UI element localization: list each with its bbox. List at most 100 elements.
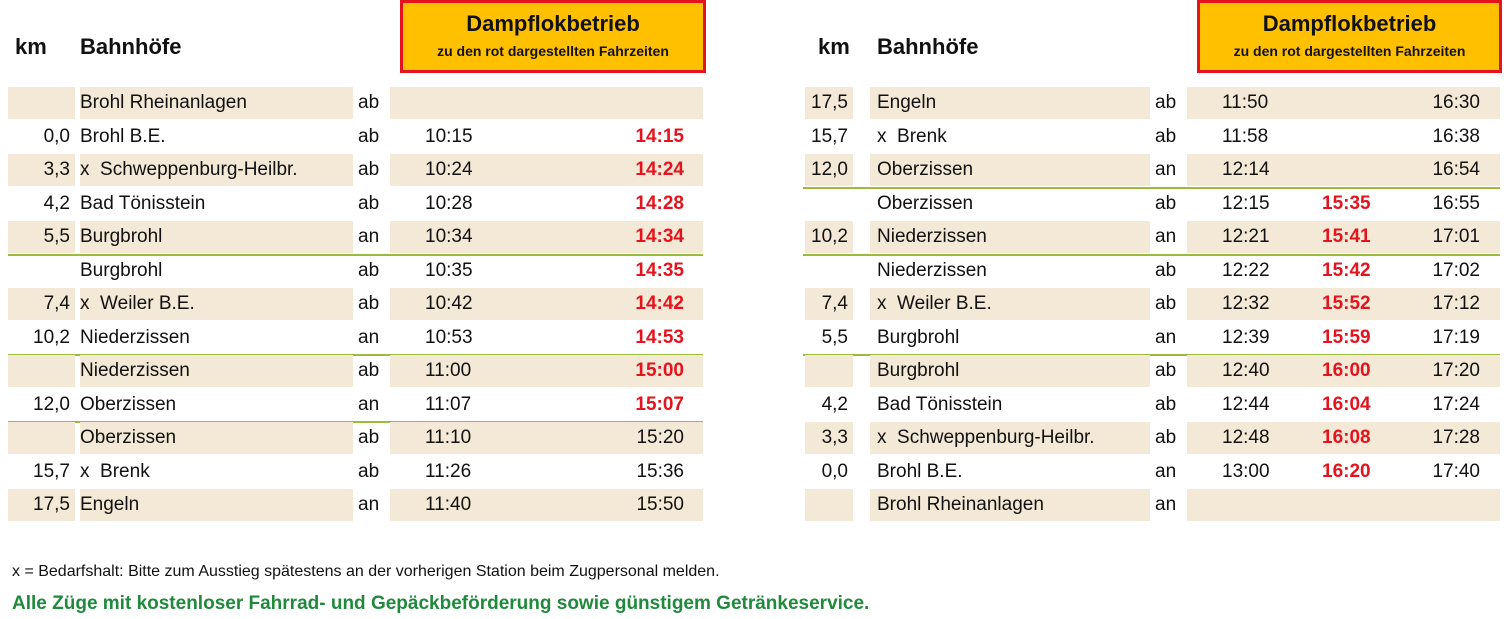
station: x Schweppenburg-Heilbr. bbox=[870, 422, 1150, 454]
station: Brohl Rheinanlagen bbox=[870, 489, 1150, 521]
time: 17:19 bbox=[1432, 326, 1480, 348]
station: Bad Tönisstein bbox=[80, 192, 206, 214]
station: Oberzissen bbox=[877, 192, 974, 214]
time: 14:35 bbox=[635, 259, 684, 281]
time-band bbox=[1187, 154, 1500, 186]
station: Burgbrohl bbox=[870, 355, 1150, 387]
km: 12,0 bbox=[33, 393, 70, 415]
direction: ab bbox=[358, 460, 380, 482]
direction: ab bbox=[1155, 259, 1177, 281]
time: 16:30 bbox=[1432, 92, 1480, 113]
time: 10:28 bbox=[425, 192, 473, 214]
separator bbox=[8, 253, 703, 256]
direction: ab bbox=[1155, 92, 1177, 113]
separator bbox=[803, 186, 1500, 189]
km: 3,3 bbox=[805, 422, 853, 454]
time-band bbox=[390, 221, 703, 253]
time-band bbox=[1187, 422, 1500, 454]
km: 15,7 bbox=[33, 460, 70, 482]
station: Niederzissen bbox=[877, 259, 987, 281]
time: 14:24 bbox=[635, 159, 684, 180]
time: 12:32 bbox=[1222, 293, 1270, 314]
time: 10:34 bbox=[425, 226, 473, 247]
time: 15:50 bbox=[636, 494, 684, 515]
km bbox=[8, 87, 75, 119]
km bbox=[8, 255, 75, 287]
station: Engeln bbox=[870, 87, 1150, 119]
time-band bbox=[390, 355, 703, 387]
time: 16:00 bbox=[1322, 360, 1371, 381]
direction: an bbox=[1155, 460, 1177, 482]
km: 5,5 bbox=[821, 326, 848, 348]
time: 17:40 bbox=[1432, 460, 1480, 482]
time: 12:15 bbox=[1222, 192, 1270, 214]
box-title: Dampflokbetrieb bbox=[466, 11, 640, 36]
time: 10:53 bbox=[425, 326, 473, 348]
station: Burgbrohl bbox=[877, 326, 960, 348]
time: 10:24 bbox=[425, 159, 473, 180]
time: 15:36 bbox=[636, 460, 684, 482]
direction: ab bbox=[1155, 125, 1177, 147]
km: 15,7 bbox=[811, 125, 848, 147]
separator bbox=[803, 253, 1500, 256]
direction: ab bbox=[1155, 293, 1177, 314]
time-band bbox=[390, 422, 703, 454]
km: 10,2 bbox=[805, 221, 853, 253]
time: 11:58 bbox=[1222, 125, 1269, 147]
time-band bbox=[1187, 221, 1500, 253]
time: 15:59 bbox=[1322, 326, 1371, 348]
direction: an bbox=[358, 226, 380, 247]
km: 5,5 bbox=[8, 221, 75, 253]
km: 7,4 bbox=[805, 288, 853, 320]
station: Brohl B.E. bbox=[80, 125, 166, 147]
time: 17:24 bbox=[1432, 393, 1480, 415]
direction: an bbox=[1155, 226, 1177, 247]
time: 16:04 bbox=[1322, 393, 1371, 415]
time: 17:02 bbox=[1432, 259, 1480, 281]
km: 17,5 bbox=[8, 489, 75, 521]
station: Engeln bbox=[80, 489, 353, 521]
direction: ab bbox=[358, 427, 380, 448]
time: 11:10 bbox=[425, 427, 472, 448]
km bbox=[8, 355, 75, 387]
header-station: Bahnhöfe bbox=[877, 34, 979, 59]
box-title: Dampflokbetrieb bbox=[1262, 11, 1437, 36]
time: 17:20 bbox=[1432, 360, 1480, 381]
time-band bbox=[1187, 288, 1500, 320]
time: 15:20 bbox=[636, 427, 684, 448]
time: 11:50 bbox=[1222, 92, 1269, 113]
direction: ab bbox=[358, 92, 380, 113]
direction: ab bbox=[358, 159, 380, 180]
station: Oberzissen bbox=[870, 154, 1150, 186]
direction: ab bbox=[358, 360, 380, 381]
km bbox=[8, 422, 75, 454]
service-note: Alle Züge mit kostenloser Fahrrad- und G… bbox=[12, 593, 870, 614]
direction: ab bbox=[358, 293, 380, 314]
station: Niederzissen bbox=[80, 326, 190, 348]
time: 11:07 bbox=[425, 393, 472, 415]
header-km: km bbox=[818, 34, 850, 59]
time: 13:00 bbox=[1222, 460, 1270, 482]
direction: ab bbox=[1155, 393, 1177, 415]
separator bbox=[8, 421, 703, 423]
time: 15:35 bbox=[1322, 192, 1371, 214]
time: 16:55 bbox=[1432, 192, 1480, 214]
time: 15:42 bbox=[1322, 259, 1371, 281]
time: 16:54 bbox=[1432, 159, 1480, 180]
time: 15:52 bbox=[1322, 293, 1371, 314]
station: Oberzissen bbox=[80, 393, 177, 415]
direction: ab bbox=[358, 192, 380, 214]
separator bbox=[803, 354, 1500, 356]
direction: ab bbox=[1155, 427, 1177, 448]
time: 17:28 bbox=[1432, 427, 1480, 448]
km: 17,5 bbox=[805, 87, 853, 119]
time: 15:41 bbox=[1322, 226, 1371, 247]
station: Bad Tönisstein bbox=[877, 393, 1003, 415]
time: 14:28 bbox=[635, 192, 684, 214]
km: 0,0 bbox=[821, 460, 848, 482]
time: 10:42 bbox=[425, 293, 473, 314]
direction: an bbox=[358, 326, 380, 348]
steam-box: Dampflokbetrieb zu den rot dargestellten … bbox=[400, 0, 706, 73]
km bbox=[805, 188, 853, 220]
